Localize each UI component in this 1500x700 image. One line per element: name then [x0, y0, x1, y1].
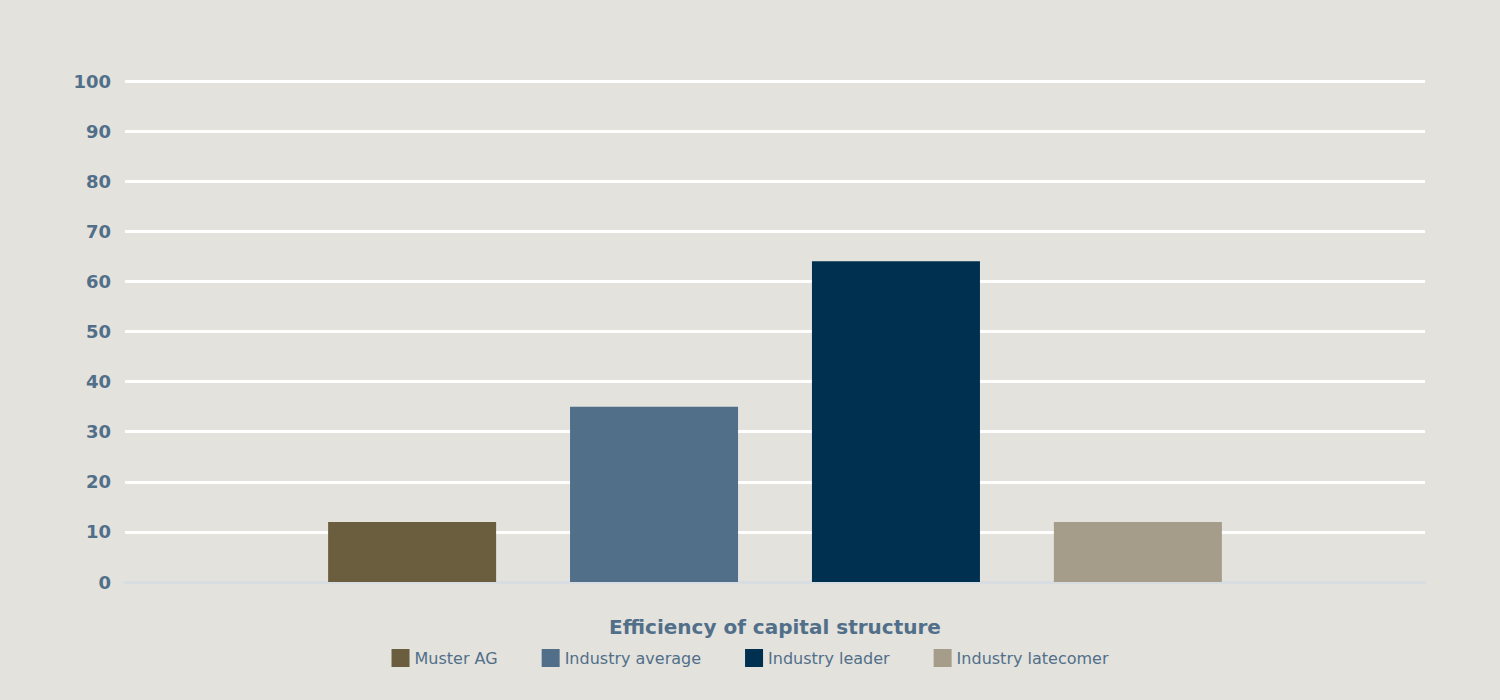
svg-text:90: 90 [86, 121, 111, 142]
svg-text:Efficiency of capital structur: Efficiency of capital structure [609, 615, 941, 639]
svg-text:40: 40 [86, 371, 111, 392]
svg-text:10: 10 [86, 521, 111, 542]
svg-text:80: 80 [86, 171, 111, 192]
svg-text:Muster AG: Muster AG [415, 649, 498, 668]
svg-text:60: 60 [86, 271, 111, 292]
svg-text:Industry latecomer: Industry latecomer [957, 649, 1109, 668]
svg-text:30: 30 [86, 421, 111, 442]
svg-text:Industry leader: Industry leader [768, 649, 890, 668]
svg-text:50: 50 [86, 321, 111, 342]
svg-text:100: 100 [73, 71, 111, 92]
svg-text:70: 70 [86, 221, 111, 242]
svg-text:0: 0 [98, 572, 111, 593]
svg-text:20: 20 [86, 471, 111, 492]
svg-text:Industry average: Industry average [565, 649, 701, 668]
